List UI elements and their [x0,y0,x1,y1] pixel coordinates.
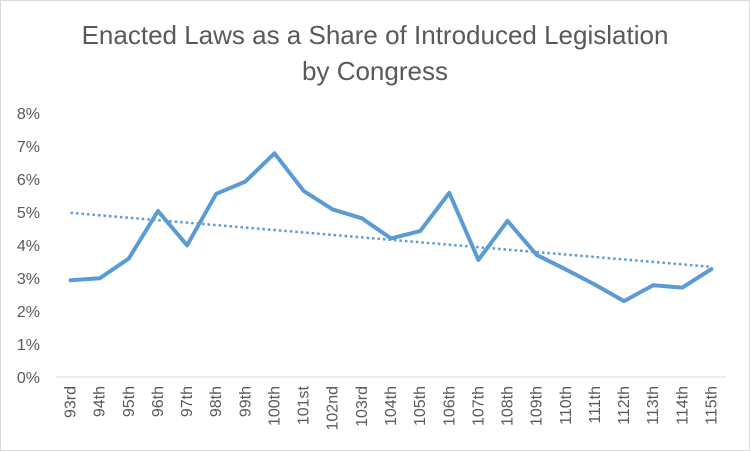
y-tick-label: 0% [17,370,40,387]
trendline [70,211,712,269]
y-tick-label: 5% [17,205,40,222]
y-tick-label: 2% [17,304,40,321]
chart-title-line-1: Enacted Laws as a Share of Introduced Le… [82,20,669,50]
x-tick-label: 110th [558,386,575,425]
x-tick-label: 105th [412,386,429,426]
x-tick-label: 104th [383,386,400,426]
x-tick-label: 93rd [63,386,80,418]
y-tick-label: 8% [17,106,40,123]
series-points [70,153,712,302]
x-tick-label: 108th [500,386,517,426]
x-tick-label: 106th [441,386,458,426]
y-tick-label: 7% [17,139,40,156]
x-tick-label: 101st [296,385,313,425]
x-tick-label: 100th [266,386,283,426]
x-axis-ticks: 93rd 94th 95th 96th 97th 98th 99th 100th 101st 10… [63,385,721,430]
x-tick-label: 95th [121,386,138,417]
x-tick-label: 102nd [325,386,342,431]
y-axis-ticks: 0% 1% 2% 3% 4% 5% 6% 7% 8% [17,106,40,387]
x-tick-label: 94th [92,386,109,417]
x-tick-label: 114th [674,386,691,425]
x-tick-label: 98th [208,386,225,417]
x-tick-label: 113th [645,386,662,425]
y-tick-label: 4% [17,238,40,255]
x-tick-label: 97th [179,386,196,417]
x-tick-label: 96th [150,386,167,417]
series-line [68,151,714,304]
x-tick-label: 107th [470,386,487,426]
y-tick-label: 3% [17,271,40,288]
chart-title-line-2: by Congress [302,56,448,86]
y-tick-label: 6% [17,172,40,189]
y-tick-label: 1% [17,337,40,354]
x-tick-label: 112th [616,386,633,425]
x-tick-label: 115th [703,386,720,425]
x-tick-label: 99th [237,386,254,417]
x-tick-label: 109th [529,386,546,426]
x-tick-label: 111th [587,386,604,424]
x-tick-label: 103rd [354,386,371,427]
